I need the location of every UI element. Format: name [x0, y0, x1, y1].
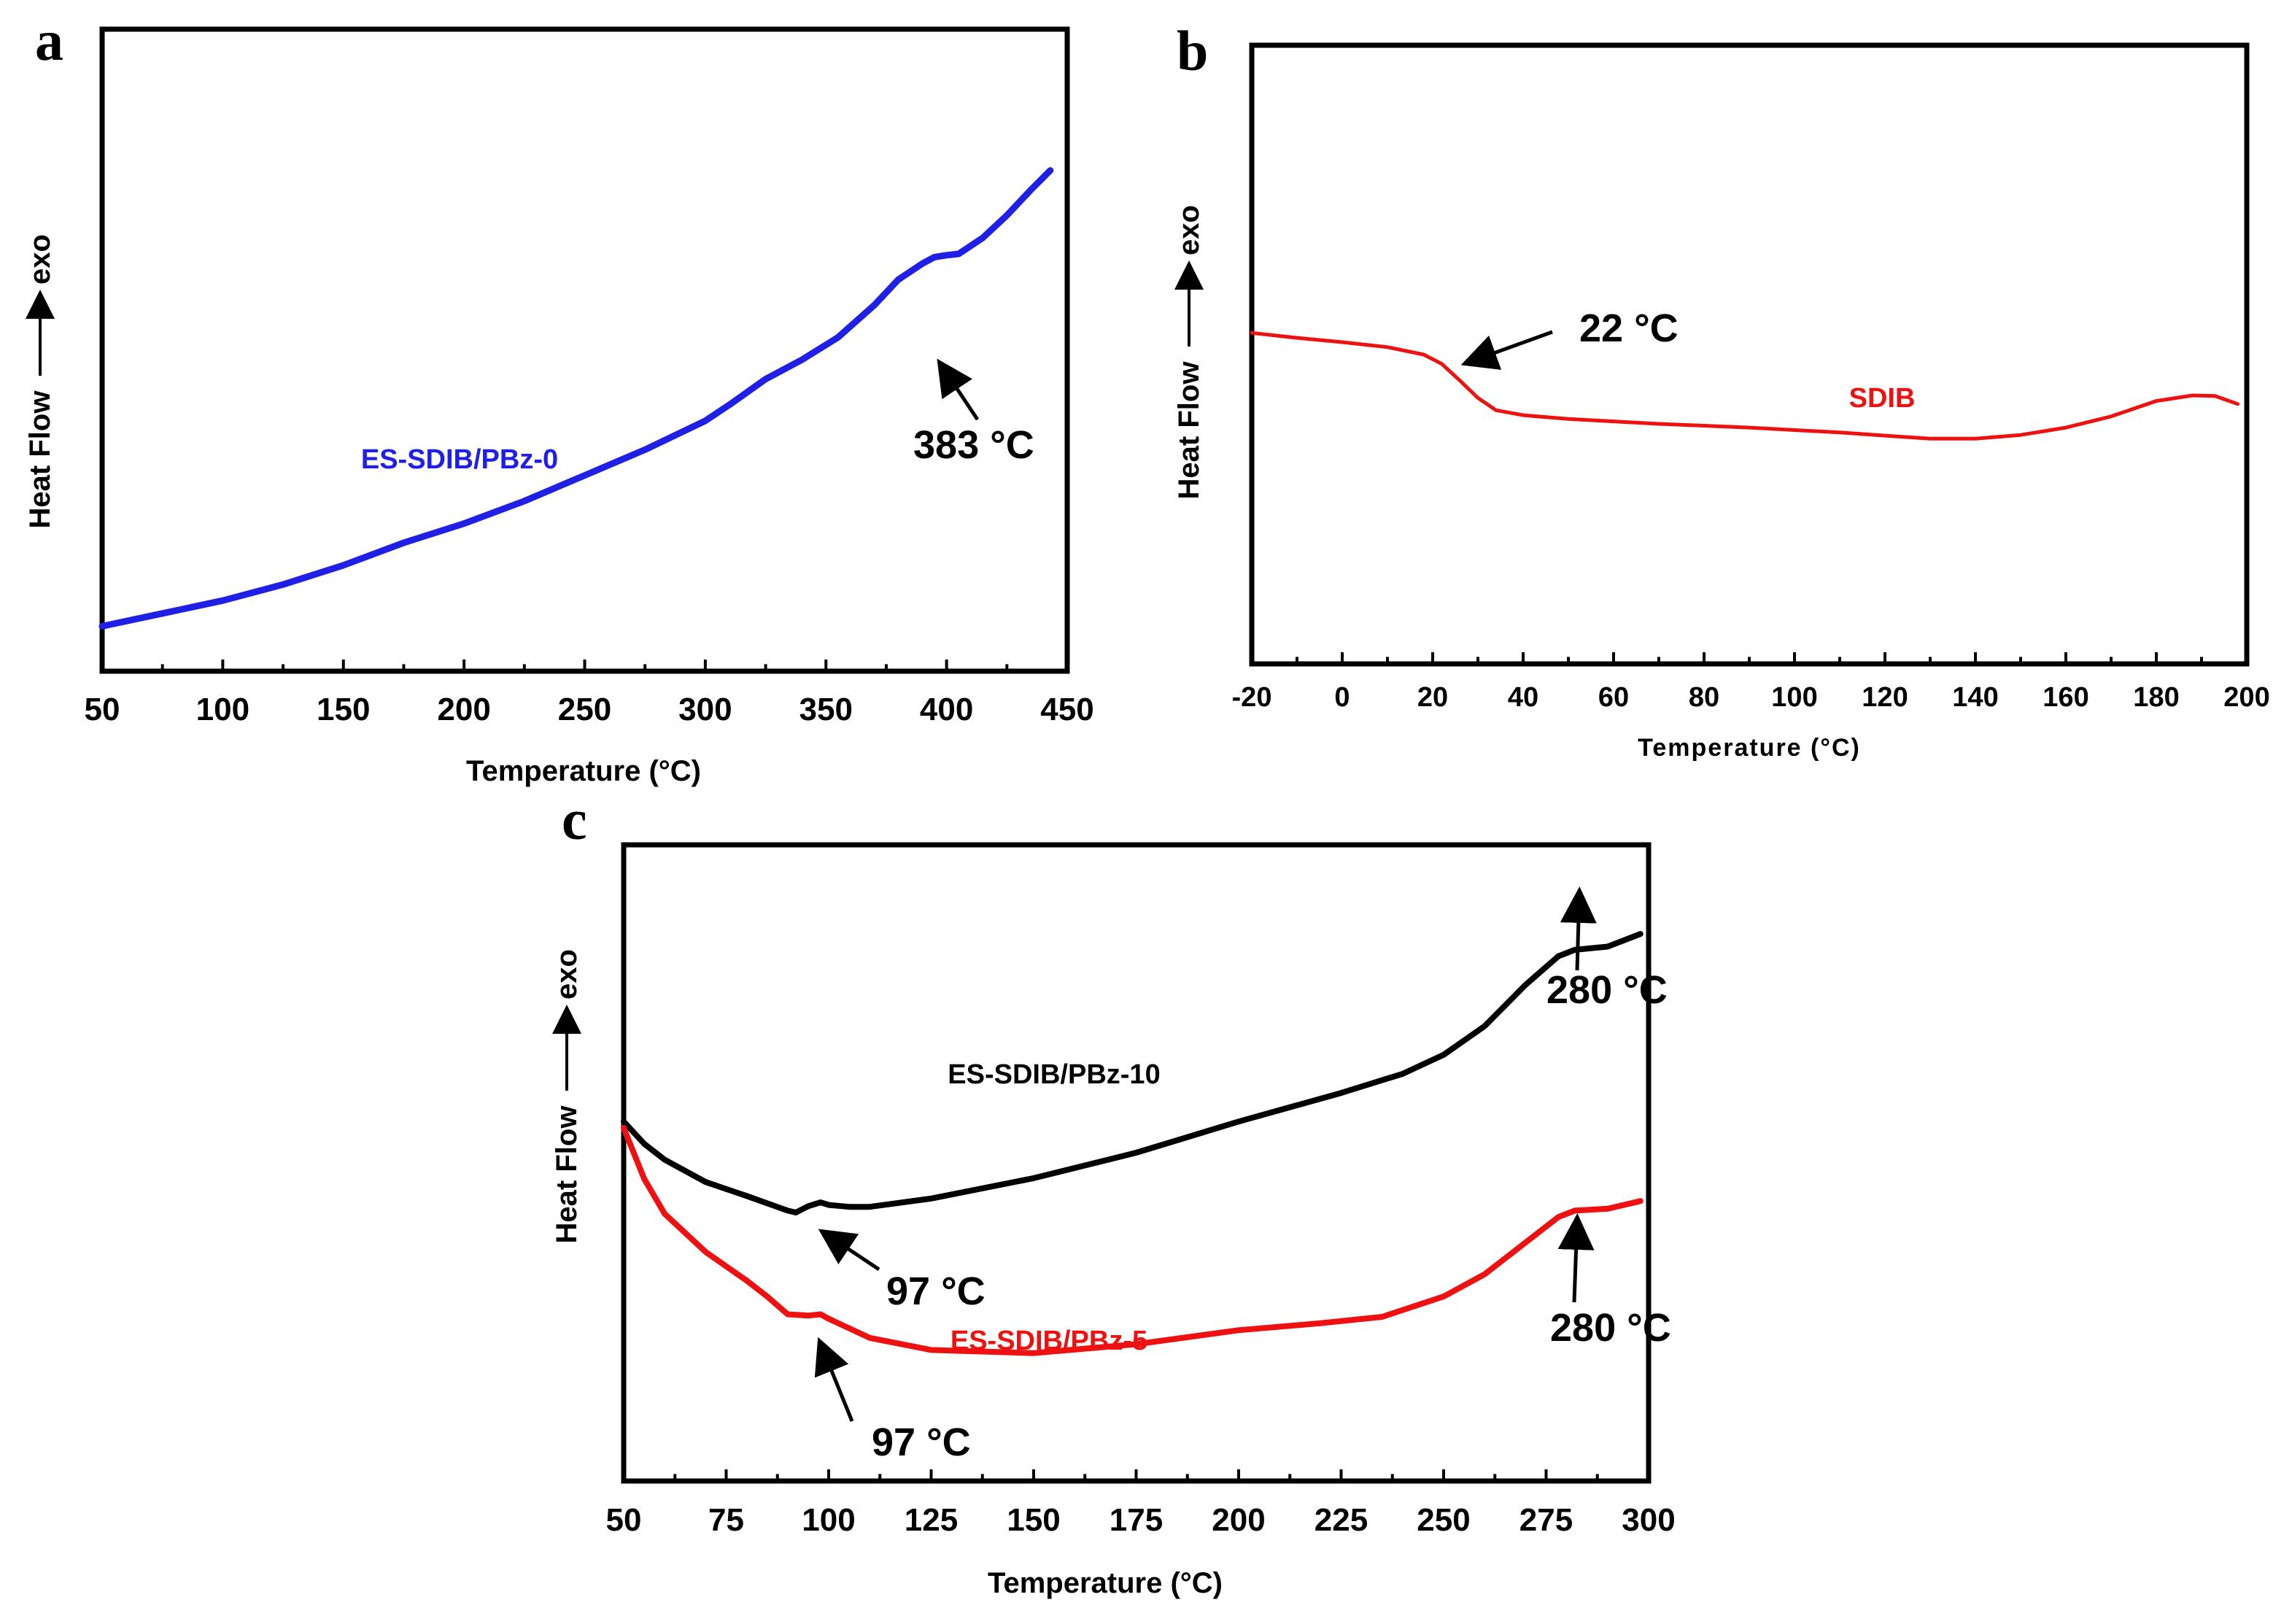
x-tick-label: 80 [1689, 682, 1719, 713]
panel-c: c 50 75 100 125 150 175 200 225 250 275 300 Temperat… [551, 788, 1676, 1599]
annotation-arrow [814, 1337, 854, 1422]
y-axis-label-group: Heat Flow exo [1173, 205, 1205, 499]
series-line-0 [1250, 330, 2240, 441]
series-label: ES-SDIB/PBz-0 [361, 444, 558, 475]
x-tick-label: 50 [85, 692, 120, 727]
x-tick-label: 125 [905, 1502, 958, 1538]
plot-frame [1249, 42, 2250, 667]
annotation-label: 280 °C [1546, 968, 1668, 1012]
annotation-label: 97 °C [872, 1420, 971, 1464]
x-tick-label: 100 [1771, 682, 1817, 713]
annotation-label: 97 °C [886, 1269, 986, 1313]
x-tick-label: 180 [2133, 682, 2179, 713]
y-axis-label-exo: exo [551, 949, 583, 999]
series-label: SDIB [1849, 383, 1916, 414]
x-tick-label: 150 [1007, 1502, 1060, 1538]
y-axis-label-group: Heat Flow exo [24, 234, 56, 528]
annotation-arrow [937, 358, 980, 421]
annotation-label: 280 °C [1550, 1306, 1671, 1350]
x-axis-label: Temperature (°C) [988, 1567, 1223, 1599]
x-tick-label: 200 [1212, 1502, 1265, 1538]
annotation-label: 22 °C [1579, 306, 1679, 350]
plot-frame [99, 26, 1070, 674]
x-tick-label: 250 [1417, 1502, 1470, 1538]
x-tick-label: 300 [678, 692, 732, 727]
y-axis-label: Heat Flow [1173, 361, 1205, 500]
series-line-0 [621, 931, 1643, 1215]
series-line-1 [621, 1125, 1643, 1356]
series-label: ES-SDIB/PBz-5 [951, 1326, 1147, 1356]
x-tick-label: 160 [2043, 682, 2088, 713]
x-tick-label: 300 [1622, 1502, 1675, 1538]
y-axis-label: Heat Flow [551, 1105, 583, 1244]
plot-frame [621, 842, 1652, 1484]
x-tick-label: 50 [606, 1502, 642, 1538]
x-tick-label: 150 [317, 692, 370, 727]
x-tick-label: 400 [920, 692, 973, 727]
x-tick-label: 200 [2223, 682, 2269, 713]
series-line-0 [98, 167, 1054, 630]
x-tick-label: 250 [558, 692, 611, 727]
x-tick-label: -20 [1232, 682, 1272, 713]
x-tick-label: 175 [1110, 1502, 1163, 1538]
x-axis-label: Temperature (°C) [466, 755, 701, 787]
x-tick-label: 40 [1508, 682, 1538, 713]
annotation-arrow [818, 1229, 880, 1272]
x-tick-label: 275 [1519, 1502, 1573, 1538]
x-tick-label: 100 [802, 1502, 855, 1538]
x-tick-label: 140 [1952, 682, 1998, 713]
x-tick-label: 450 [1040, 692, 1093, 727]
panel-letter: a [35, 9, 63, 72]
x-tick-label: 75 [708, 1502, 744, 1538]
panel-letter: b [1177, 19, 1208, 82]
x-tick-label: 200 [437, 692, 490, 727]
x-tick-label: 60 [1598, 682, 1629, 713]
x-tick-label: 120 [1862, 682, 1908, 713]
annotation-arrow [1460, 330, 1553, 370]
x-tick-label: 0 [1334, 682, 1350, 713]
series-label: ES-SDIB/PBz-10 [948, 1059, 1160, 1090]
x-axis-label: Temperature (°C) [1638, 734, 1861, 762]
y-axis-label-group: Heat Flow exo [551, 949, 583, 1243]
annotation-label: 383 °C [913, 423, 1034, 467]
x-tick-label: 350 [800, 692, 853, 727]
panel-a: a 50 100 150 200 250 300 350 400 450 Temperature (… [24, 9, 1094, 787]
x-tick-label: 100 [196, 692, 249, 727]
y-axis-label: Heat Flow [24, 390, 56, 529]
panel-b: b -20 0 20 40 60 80 100 120 140 160 180 200 Temperatu… [1173, 19, 2270, 762]
x-tick-label: 225 [1315, 1502, 1368, 1538]
annotation-arrow [1557, 1213, 1595, 1303]
y-axis-label-exo: exo [24, 234, 56, 285]
annotation-arrow [1560, 886, 1597, 971]
x-tick-label: 20 [1417, 682, 1448, 713]
panel-letter: c [562, 788, 587, 851]
y-axis-label-exo: exo [1173, 205, 1205, 255]
